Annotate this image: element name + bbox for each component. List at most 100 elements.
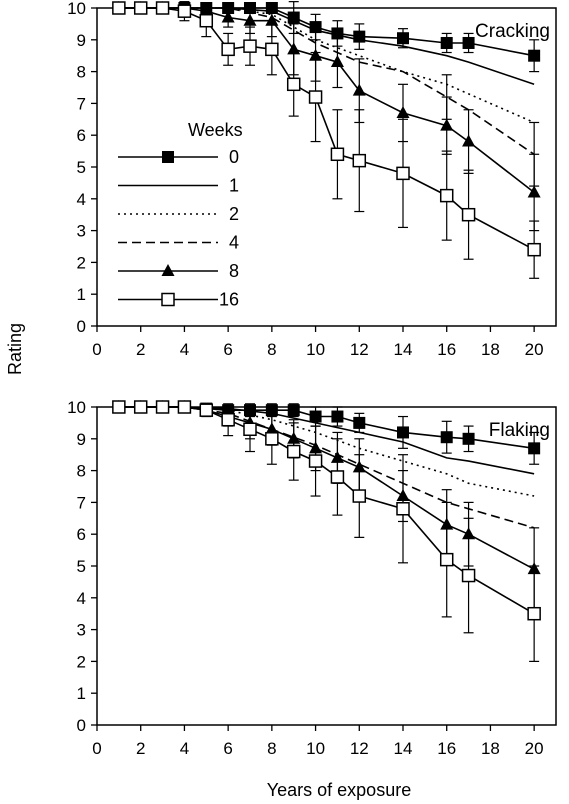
y-tick-label: 6 <box>77 126 86 145</box>
data-point <box>112 400 126 414</box>
data-point <box>352 83 366 96</box>
panel-title: Flaking <box>489 420 550 441</box>
series-16-weeks <box>112 1 541 279</box>
y-tick-label: 10 <box>67 398 86 417</box>
x-tick-label: 6 <box>223 739 232 758</box>
x-tick-label: 12 <box>350 739 369 758</box>
data-point <box>177 400 192 414</box>
data-point <box>286 77 301 92</box>
data-point <box>439 552 454 567</box>
series-2-weeks <box>118 7 535 124</box>
data-point <box>265 13 279 26</box>
y-tick-label: 5 <box>77 158 86 177</box>
data-point <box>133 1 148 15</box>
data-point <box>265 432 279 446</box>
legend-title: Weeks <box>188 120 243 140</box>
plot-frame <box>96 7 557 327</box>
data-point <box>440 118 454 131</box>
x-tick-label: 10 <box>306 739 325 758</box>
data-point <box>396 166 410 181</box>
legend-label: 16 <box>219 290 239 310</box>
data-point <box>287 42 301 55</box>
legend-label: 1 <box>229 176 239 196</box>
x-tick-label: 0 <box>92 340 101 359</box>
plot-frame <box>96 406 557 726</box>
data-point <box>527 185 541 198</box>
data-point <box>177 4 192 18</box>
series-8-weeks <box>112 400 541 612</box>
data-point <box>221 412 235 427</box>
data-point <box>396 105 410 118</box>
data-point <box>155 400 170 414</box>
data-point <box>221 42 235 57</box>
x-tick-label: 8 <box>267 340 276 359</box>
data-point <box>527 242 541 257</box>
data-point <box>461 568 476 583</box>
x-tick-label: 16 <box>437 340 456 359</box>
y-tick-label: 10 <box>67 0 86 18</box>
y-tick-label: 2 <box>77 652 86 671</box>
data-point <box>330 470 345 484</box>
data-point <box>133 400 148 414</box>
data-point <box>287 11 300 24</box>
data-point <box>462 36 475 49</box>
data-point <box>461 207 476 222</box>
data-point <box>353 416 366 429</box>
x-tick-label: 8 <box>267 739 276 758</box>
y-tick-label: 3 <box>77 621 86 640</box>
y-tick-label: 1 <box>77 285 86 304</box>
y-axis-label: Rating <box>5 323 25 375</box>
y-tick-label: 0 <box>77 317 86 336</box>
data-point <box>462 432 475 445</box>
x-tick-label: 16 <box>437 739 456 758</box>
data-point <box>352 489 367 503</box>
x-tick-label: 18 <box>481 739 500 758</box>
series-line <box>118 406 535 615</box>
legend-marker <box>162 151 174 163</box>
data-point <box>309 410 322 423</box>
data-point <box>287 404 300 417</box>
data-point <box>155 1 170 15</box>
legend-label: 2 <box>229 204 239 224</box>
x-tick-label: 20 <box>525 340 544 359</box>
data-point <box>331 410 344 423</box>
y-tick-label: 4 <box>77 190 86 209</box>
x-tick-label: 14 <box>394 739 413 758</box>
data-point <box>397 32 409 45</box>
legend-label: 0 <box>229 147 239 167</box>
y-tick-label: 6 <box>77 525 86 544</box>
y-tick-label: 5 <box>77 557 86 576</box>
data-point <box>439 188 454 203</box>
data-point <box>286 444 301 459</box>
series-line <box>118 7 535 251</box>
data-point <box>352 153 367 168</box>
x-tick-label: 6 <box>223 340 232 359</box>
x-tick-label: 14 <box>394 340 413 359</box>
legend-marker <box>161 292 175 307</box>
legend-label: 8 <box>229 261 239 281</box>
data-point <box>397 426 409 439</box>
y-tick-label: 4 <box>77 589 86 608</box>
data-point <box>243 422 257 437</box>
x-tick-label: 0 <box>92 739 101 758</box>
x-tick-label: 20 <box>525 739 544 758</box>
y-tick-label: 7 <box>77 94 86 113</box>
data-point <box>440 36 453 49</box>
x-axis-label: Years of exposure <box>267 780 411 800</box>
y-tick-label: 7 <box>77 493 86 512</box>
x-tick-label: 4 <box>180 739 189 758</box>
x-tick-label: 18 <box>481 340 500 359</box>
y-tick-label: 8 <box>77 63 86 82</box>
legend: Weeks 0 1 2 4 8 16 <box>118 120 243 310</box>
panel-title: Cracking <box>475 21 550 42</box>
data-point <box>243 39 257 53</box>
data-point <box>308 90 323 104</box>
series-line <box>118 7 535 124</box>
x-tick-label: 12 <box>350 340 369 359</box>
y-tick-label: 9 <box>77 430 86 449</box>
x-tick-label: 2 <box>136 739 145 758</box>
y-tick-label: 9 <box>77 31 86 50</box>
data-point <box>112 1 126 15</box>
x-tick-label: 10 <box>306 340 325 359</box>
